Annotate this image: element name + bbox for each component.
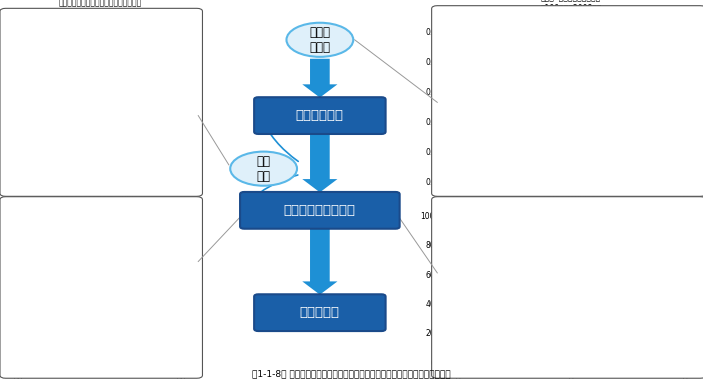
FancyBboxPatch shape — [0, 197, 202, 378]
X-axis label: 公的資金助成の受給有無（2006-2008年）: 公的資金助成の受給有無（2006-2008年） — [531, 204, 612, 209]
FancyBboxPatch shape — [432, 6, 703, 196]
Text: 公的資
金助成: 公的資 金助成 — [309, 26, 330, 54]
FancyBboxPatch shape — [240, 192, 399, 229]
Title: プロダクト・イノベーションの実現割合
（2006-2008年）: プロダクト・イノベーションの実現割合 （2006-2008年） — [58, 0, 142, 18]
Text: 産学
連携: 産学 連携 — [257, 155, 271, 183]
Text: 生産性上昇: 生産性上昇 — [300, 306, 340, 319]
Line: 成熟企業: 成熟企業 — [456, 216, 687, 274]
成熟企業 — [567, 234, 575, 238]
Polygon shape — [302, 134, 337, 193]
FancyBboxPatch shape — [254, 97, 386, 134]
Polygon shape — [302, 59, 337, 98]
Ellipse shape — [231, 152, 297, 186]
新規開業企業 — [453, 307, 462, 312]
成熟企業 — [681, 216, 689, 221]
FancyBboxPatch shape — [432, 197, 703, 378]
FancyBboxPatch shape — [0, 8, 202, 196]
Legend: 新規開業企業, 成熟企業: 新規開業企業, 成熟企業 — [13, 206, 53, 224]
Text: 研究開発投資: 研究開発投資 — [296, 109, 344, 122]
成熟企業 — [453, 269, 462, 274]
Legend: 新規開業企業, 成熟企業: 新規開業企業, 成熟企業 — [148, 166, 187, 185]
Line: 新規開業企業: 新規開業企業 — [456, 272, 687, 312]
Polygon shape — [302, 228, 337, 295]
Legend: 新規開業企業, 成熟企業: 新規開業企業, 成熟企業 — [449, 16, 489, 34]
新規開業企業 — [567, 290, 575, 294]
Text: 第1-1-8図 公的資金助成や産学連携が生産性向上に与える効果に関する分析例: 第1-1-8図 公的資金助成や産学連携が生産性向上に与える効果に関する分析例 — [252, 369, 451, 378]
FancyBboxPatch shape — [254, 294, 386, 331]
Title: 労働生産性上昇率（2006-2008年）: 労働生産性上昇率（2006-2008年） — [54, 193, 146, 202]
Text: イノベーション創出: イノベーション創出 — [284, 204, 356, 217]
Ellipse shape — [287, 23, 354, 57]
X-axis label: 産学連携（2006-2008年）: 産学連携（2006-2008年） — [72, 204, 129, 209]
Legend: 新規開業企業, 成熟企業: 新規開業企業, 成熟企業 — [654, 348, 693, 366]
Title: プロダクト・イノベーションの実現割合
（2006-2008年）: プロダクト・イノベーションの実現割合 （2006-2008年） — [529, 180, 613, 200]
新規開業企業 — [681, 272, 689, 276]
Title: 従業者1人あたり研究開発費
（100万円、2008年）: 従業者1人あたり研究開発費 （100万円、2008年） — [541, 0, 602, 13]
